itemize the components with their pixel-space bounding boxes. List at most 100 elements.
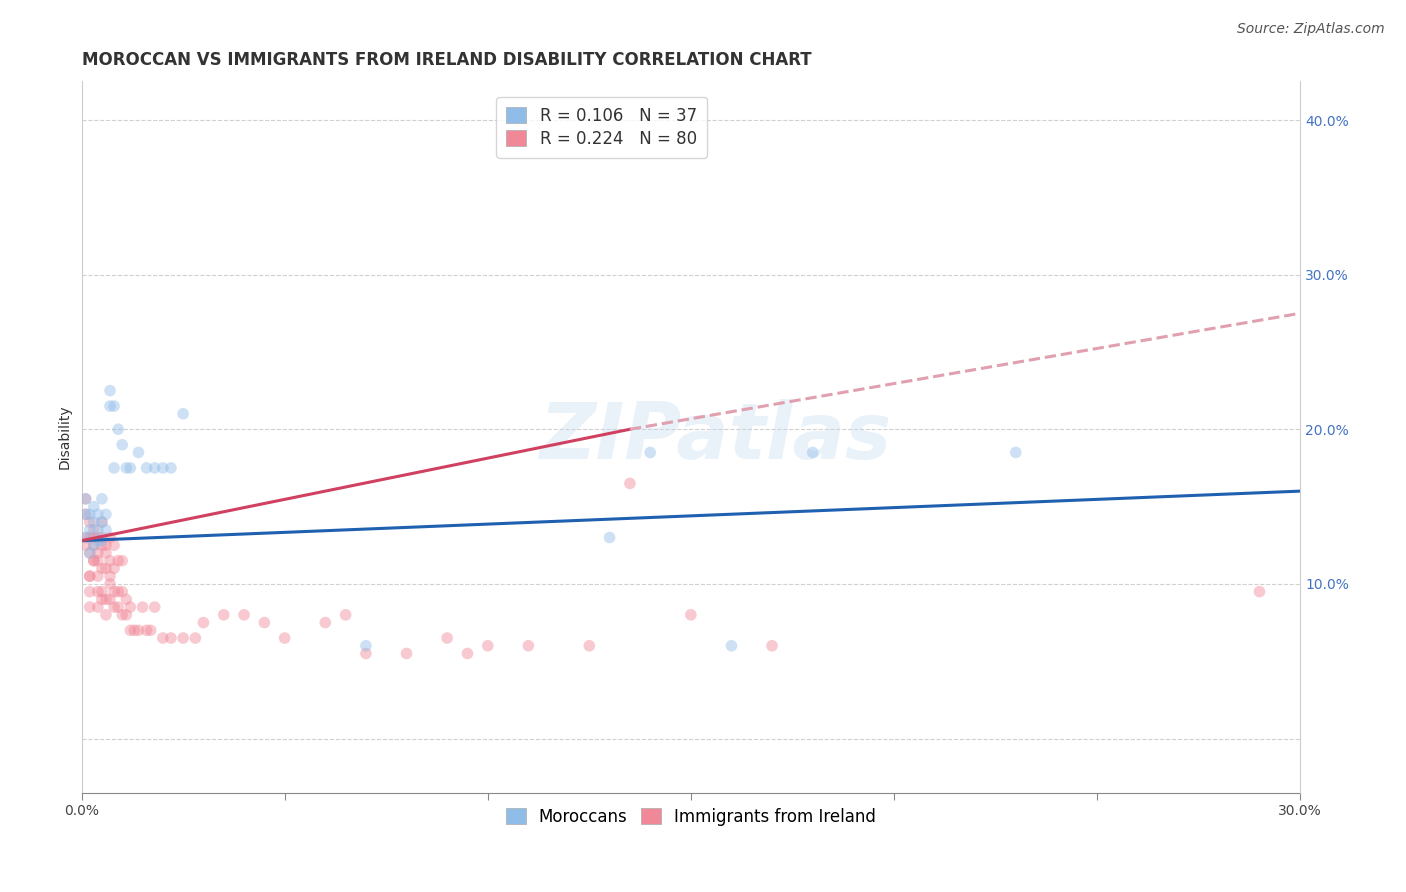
Point	[90, 592, 112, 607]
Point	[83, 554, 105, 568]
Point	[103, 538, 125, 552]
Point	[135, 624, 157, 638]
Point	[83, 554, 105, 568]
Point	[184, 631, 207, 645]
Point	[456, 647, 478, 661]
Point	[87, 569, 110, 583]
Point	[1249, 584, 1271, 599]
Point	[75, 508, 97, 522]
Point	[94, 546, 117, 560]
Point	[143, 600, 166, 615]
Point	[94, 508, 117, 522]
Point	[79, 515, 101, 529]
Point	[79, 569, 101, 583]
Point	[83, 500, 105, 514]
Point	[127, 445, 149, 459]
Point	[120, 461, 142, 475]
Point	[79, 531, 101, 545]
Point	[761, 639, 783, 653]
Point	[87, 554, 110, 568]
Point	[801, 445, 824, 459]
Point	[111, 438, 134, 452]
Point	[139, 624, 162, 638]
Point	[87, 523, 110, 537]
Point	[115, 461, 138, 475]
Point	[120, 624, 142, 638]
Point	[90, 584, 112, 599]
Point	[111, 607, 134, 622]
Point	[98, 384, 121, 398]
Point	[152, 631, 174, 645]
Point	[79, 523, 101, 537]
Point	[124, 624, 146, 638]
Point	[87, 584, 110, 599]
Point	[75, 531, 97, 545]
Point	[83, 538, 105, 552]
Point	[107, 584, 129, 599]
Point	[120, 600, 142, 615]
Point	[79, 546, 101, 560]
Point	[75, 508, 97, 522]
Point	[75, 491, 97, 506]
Point	[193, 615, 215, 630]
Point	[98, 577, 121, 591]
Point	[94, 561, 117, 575]
Point	[98, 399, 121, 413]
Point	[103, 584, 125, 599]
Point	[172, 407, 194, 421]
Point	[638, 445, 661, 459]
Point	[103, 399, 125, 413]
Point	[75, 538, 97, 552]
Point	[679, 607, 702, 622]
Point	[335, 607, 357, 622]
Point	[83, 538, 105, 552]
Point	[619, 476, 641, 491]
Point	[578, 639, 600, 653]
Text: ZIPatlas: ZIPatlas	[538, 399, 891, 475]
Point	[354, 639, 377, 653]
Point	[127, 624, 149, 638]
Point	[94, 607, 117, 622]
Point	[94, 592, 117, 607]
Point	[103, 600, 125, 615]
Point	[111, 554, 134, 568]
Point	[599, 531, 621, 545]
Point	[87, 531, 110, 545]
Point	[90, 515, 112, 529]
Point	[517, 639, 540, 653]
Point	[75, 491, 97, 506]
Point	[83, 523, 105, 537]
Point	[98, 569, 121, 583]
Point	[111, 584, 134, 599]
Point	[115, 607, 138, 622]
Point	[79, 546, 101, 560]
Point	[98, 531, 121, 545]
Point	[87, 508, 110, 522]
Text: MOROCCAN VS IMMIGRANTS FROM IRELAND DISABILITY CORRELATION CHART: MOROCCAN VS IMMIGRANTS FROM IRELAND DISA…	[82, 51, 811, 69]
Point	[90, 531, 112, 545]
Point	[98, 592, 121, 607]
Point	[152, 461, 174, 475]
Point	[273, 631, 295, 645]
Point	[75, 531, 97, 545]
Point	[90, 561, 112, 575]
Point	[1004, 445, 1026, 459]
Point	[107, 554, 129, 568]
Point	[107, 422, 129, 436]
Point	[79, 584, 101, 599]
Point	[172, 631, 194, 645]
Point	[79, 600, 101, 615]
Point	[131, 600, 153, 615]
Point	[83, 515, 105, 529]
Point	[103, 461, 125, 475]
Point	[90, 515, 112, 529]
Point	[720, 639, 742, 653]
Point	[90, 491, 112, 506]
Point	[160, 631, 183, 645]
Point	[90, 538, 112, 552]
Point	[395, 647, 418, 661]
Point	[253, 615, 276, 630]
Point	[135, 461, 157, 475]
Point	[143, 461, 166, 475]
Point	[212, 607, 235, 622]
